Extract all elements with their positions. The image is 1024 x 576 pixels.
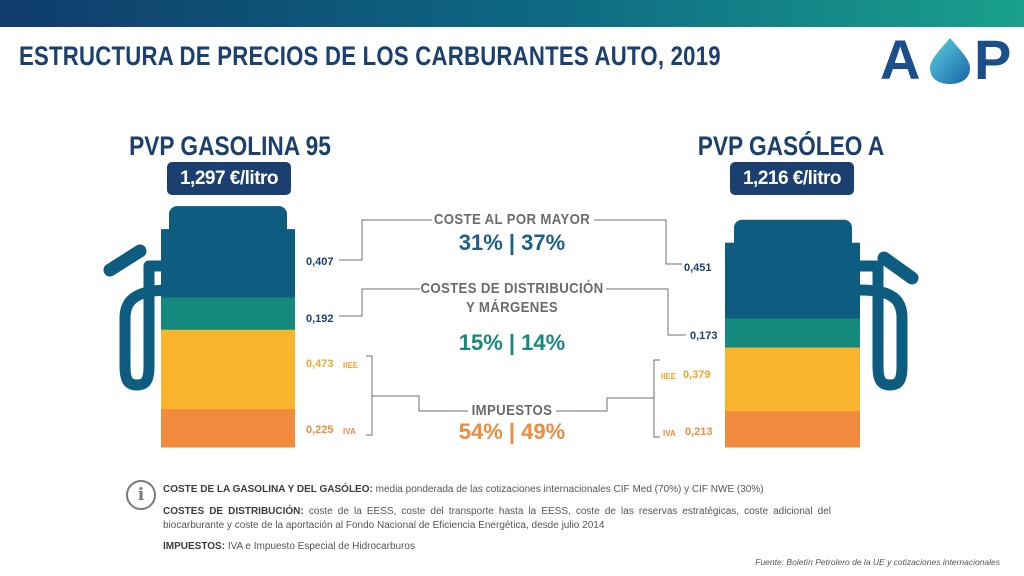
tag-label-gasoleo-iiee: IIEE [661, 372, 677, 381]
connector-impuestos-left [372, 395, 468, 412]
bar-segment-gasolina-mayor [161, 229, 295, 298]
bar-segment-gasoleo-distribucion [725, 318, 860, 349]
pumps [103, 206, 919, 448]
connector-mayor-right [594, 219, 682, 265]
group-title-mayor: COSTE AL POR MAYOR [433, 211, 591, 228]
price-box-gasoleo: 1,216 €/litro [730, 162, 854, 195]
note-distribucion: COSTES DE DISTRIBUCIÓN: coste de la EESS… [163, 506, 831, 531]
source-note: Fuente: Boletín Petrolero de la UE y cot… [755, 557, 1000, 567]
value-label-gasoleo-distribucion: 0,173 [690, 330, 718, 342]
connector-mayor-left [339, 219, 432, 261]
group-title-impuestos: IMPUESTOS [471, 402, 553, 419]
pump-nozzle-gasoleo [877, 251, 919, 285]
pump-cap-gasolina [169, 206, 287, 237]
bracket-impuestos-right [653, 359, 660, 438]
bar-segment-gasoleo-mayor [725, 242, 860, 319]
bracket-impuestos-left [366, 355, 373, 436]
pump-hose-gasolina [119, 260, 171, 391]
page-title: ESTRUCTURA DE PRECIOS DE LOS CARBURANTES… [19, 41, 721, 71]
tag-label-gasolina-iva: IVA [343, 427, 356, 436]
group-title-distribucion-1: COSTES DE DISTRIBUCIÓN [420, 280, 604, 297]
value-label-gasolina-distribucion: 0,192 [306, 313, 334, 325]
logo-letter-p: P [974, 30, 1011, 86]
connectors [339, 219, 686, 438]
pump-nozzle-gasolina [103, 244, 147, 277]
product-title-gasoleo: PVP GASÓLEO A [697, 131, 885, 161]
info-icon: i [126, 480, 156, 510]
pump-cap-gasoleo [734, 219, 852, 250]
bar-segment-gasoleo-iva [725, 411, 860, 448]
logo-drop [930, 38, 970, 84]
group-title-distribucion-2: Y MÁRGENES [465, 299, 559, 316]
note-coste: COSTE DE LA GASOLINA Y DEL GASÓLEO: medi… [163, 484, 764, 495]
tag-label-gasoleo-iva: IVA [663, 429, 676, 438]
value-label-gasoleo-mayor: 0,451 [684, 262, 712, 274]
bar-segment-gasoleo-iiee [725, 347, 860, 412]
price-box-gasolina: 1,297 €/litro [167, 162, 291, 195]
connector-impuestos-right [556, 397, 654, 412]
note-impuestos: IMPUESTOS: IVA e Impuesto Especial de Hi… [163, 541, 415, 552]
value-label-gasolina-iiee: 0,473 [306, 358, 334, 370]
aop-logo: A P [880, 30, 1011, 86]
connector-distribucion-right [606, 288, 686, 336]
value-label-gasolina-iva: 0,225 [306, 424, 334, 436]
value-label-gasoleo-iva: 0,213 [685, 426, 713, 438]
bar-segment-gasolina-iva [161, 409, 295, 448]
group-pct-distribucion: 15% | 14% [458, 330, 566, 355]
connector-distribucion-left [339, 288, 420, 317]
group-pct-impuestos: 54% | 49% [458, 419, 566, 444]
value-label-gasoleo-iiee: 0,379 [683, 369, 711, 381]
product-title-gasolina: PVP GASOLINA 95 [129, 131, 331, 161]
group-pct-mayor: 31% | 37% [458, 230, 566, 255]
pump-hose-gasoleo [859, 260, 908, 391]
tag-label-gasolina-iiee: IIEE [343, 361, 359, 370]
logo-letter-a: A [880, 30, 920, 86]
value-label-gasolina-mayor: 0,407 [306, 256, 334, 268]
header-bar [0, 0, 1024, 27]
bar-segment-gasolina-distribucion [161, 297, 295, 331]
bar-segment-gasolina-iiee [161, 329, 295, 410]
